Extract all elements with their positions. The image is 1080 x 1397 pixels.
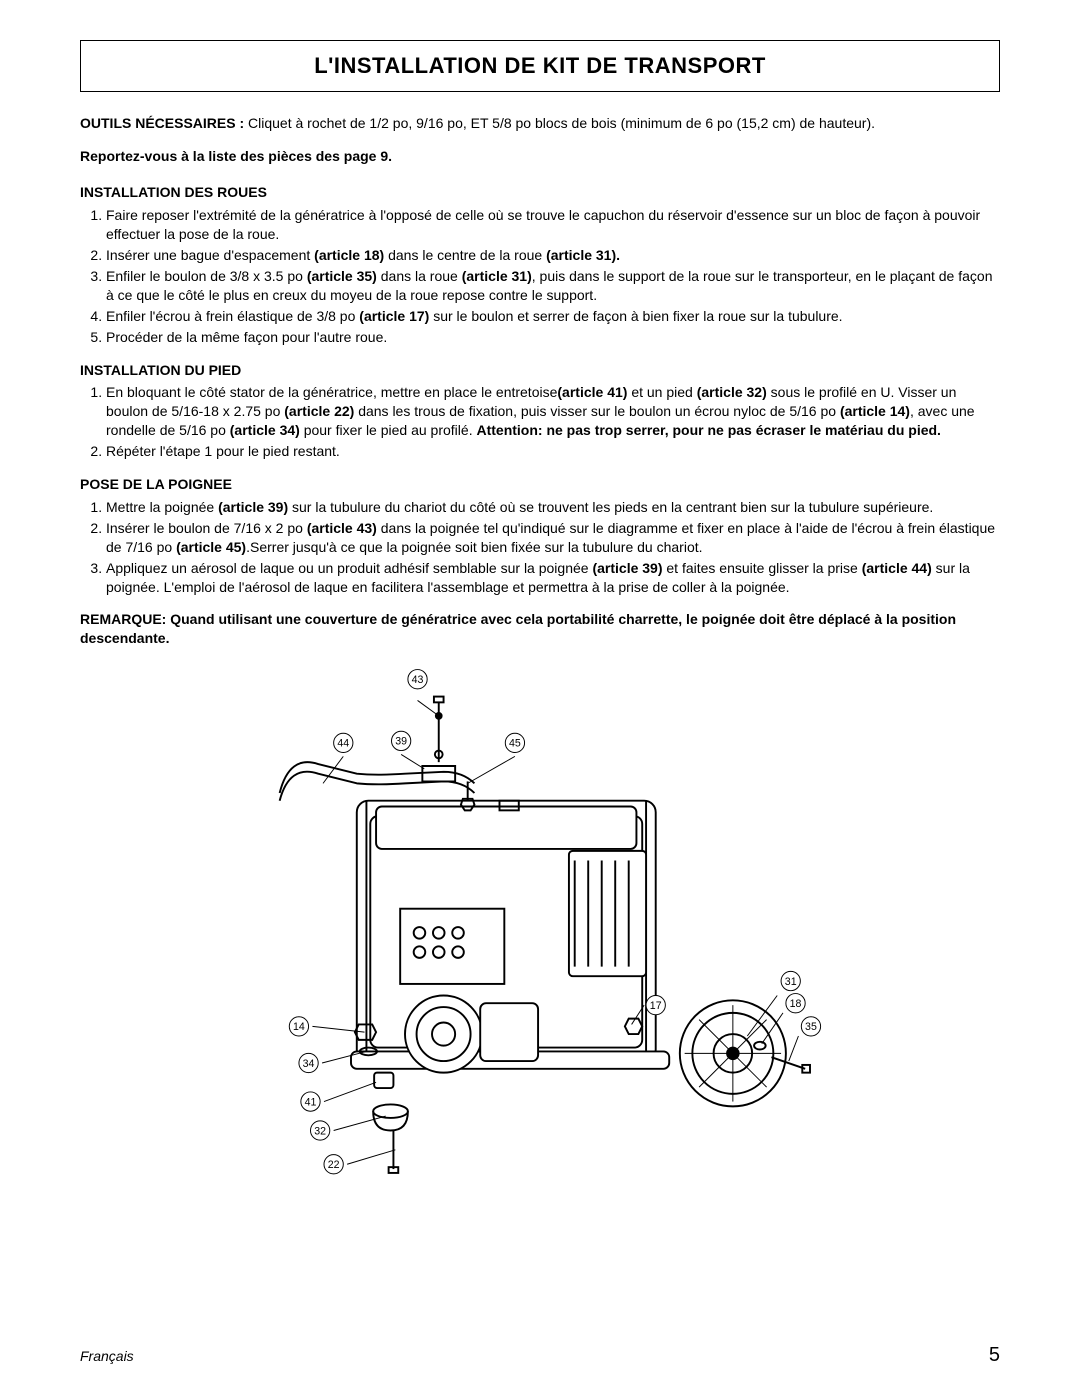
footer-language: Français xyxy=(80,1347,134,1366)
step-item: Insérer le boulon de 7/16 x 2 po (articl… xyxy=(106,519,1000,557)
diagram: 43 39 44 45 17 31 1835 14 34 41 32 22 xyxy=(250,658,830,1198)
step-item: Mettre la poignée (article 39) sur la tu… xyxy=(106,498,1000,517)
diagram-svg: 43 39 44 45 17 31 1835 14 34 41 32 22 xyxy=(250,658,830,1198)
footer-page-number: 5 xyxy=(989,1342,1000,1369)
callout-number: 32 xyxy=(314,1125,326,1137)
callout-number: 14 xyxy=(293,1021,305,1033)
tools-text: Cliquet à rochet de 1/2 po, 9/16 po, ET … xyxy=(244,115,875,131)
callout-number: 44 xyxy=(337,738,349,750)
tools-line: OUTILS NÉCESSAIRES : Cliquet à rochet de… xyxy=(80,114,1000,133)
callout-number: 35 xyxy=(805,1021,817,1033)
section-head-wheels: INSTALLATION DES ROUES xyxy=(80,183,1000,202)
callout-number: 17 xyxy=(650,1000,662,1012)
step-item: Procéder de la même façon pour l'autre r… xyxy=(106,328,1000,347)
callout-number: 31 xyxy=(785,976,797,988)
callout-number: 39 xyxy=(395,736,407,748)
steps-wheels: Faire reposer l'extrémité de la génératr… xyxy=(80,206,1000,346)
steps-foot: En bloquant le côté stator de la générat… xyxy=(80,383,1000,461)
step-item: Enfiler l'écrou à frein élastique de 3/8… xyxy=(106,307,1000,326)
callout-number: 41 xyxy=(305,1097,317,1109)
section-head-foot: INSTALLATION DU PIED xyxy=(80,361,1000,380)
title-box: L'INSTALLATION DE KIT DE TRANSPORT xyxy=(80,40,1000,92)
reference-line: Reportez-vous à la liste des pièces des … xyxy=(80,147,1000,166)
remark-line: REMARQUE: Quand utilisant une couverture… xyxy=(80,610,1000,648)
callout-number: 34 xyxy=(303,1058,315,1070)
callout-number: 18 xyxy=(790,998,802,1010)
tools-label: OUTILS NÉCESSAIRES : xyxy=(80,115,244,131)
steps-handle: Mettre la poignée (article 39) sur la tu… xyxy=(80,498,1000,596)
callout-number: 43 xyxy=(412,674,424,686)
callout-number: 22 xyxy=(328,1159,340,1171)
step-item: Appliquez un aérosol de laque ou un prod… xyxy=(106,559,1000,597)
step-item: Enfiler le boulon de 3/8 x 3.5 po (artic… xyxy=(106,267,1000,305)
section-head-handle: POSE DE LA POIGNEE xyxy=(80,475,1000,494)
step-item: Faire reposer l'extrémité de la génératr… xyxy=(106,206,1000,244)
step-item: Répéter l'étape 1 pour le pied restant. xyxy=(106,442,1000,461)
step-item: Insérer une bague d'espacement (article … xyxy=(106,246,1000,265)
page-container: L'INSTALLATION DE KIT DE TRANSPORT OUTIL… xyxy=(0,0,1080,1397)
step-item: En bloquant le côté stator de la générat… xyxy=(106,383,1000,440)
callout-number: 45 xyxy=(509,738,521,750)
page-footer: Français 5 xyxy=(80,1342,1000,1369)
page-title: L'INSTALLATION DE KIT DE TRANSPORT xyxy=(81,51,999,81)
